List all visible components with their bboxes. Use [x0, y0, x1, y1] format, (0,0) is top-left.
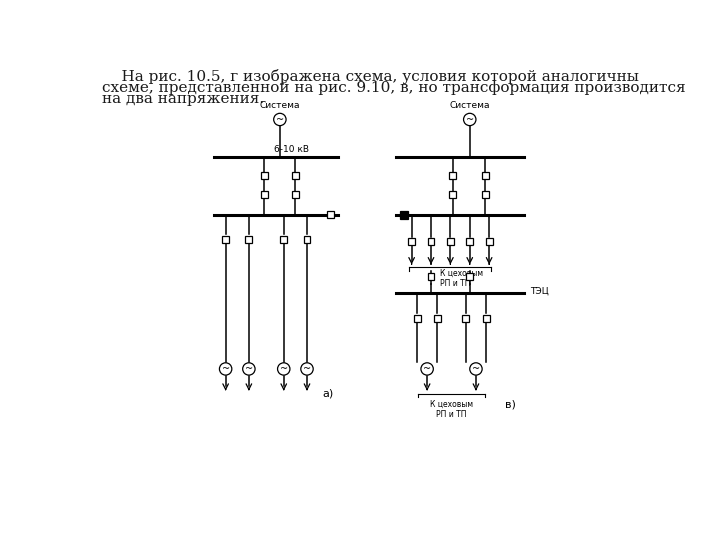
- Bar: [261, 172, 268, 179]
- Bar: [428, 239, 434, 245]
- Text: Система: Система: [449, 101, 490, 110]
- Text: Система: Система: [260, 101, 300, 110]
- Bar: [304, 236, 310, 243]
- Bar: [428, 273, 434, 280]
- Text: а): а): [323, 388, 334, 398]
- Bar: [485, 239, 492, 245]
- Bar: [246, 236, 253, 243]
- Bar: [413, 315, 420, 322]
- Bar: [482, 172, 489, 179]
- Text: ~: ~: [423, 364, 431, 374]
- Bar: [449, 191, 456, 198]
- Text: ~: ~: [222, 364, 230, 374]
- Bar: [433, 315, 441, 322]
- Bar: [292, 191, 299, 198]
- Text: ТЭЦ: ТЭЦ: [530, 287, 549, 296]
- Circle shape: [301, 363, 313, 375]
- Text: ~: ~: [276, 114, 284, 125]
- Text: 6-10 кВ: 6-10 кВ: [274, 145, 309, 154]
- Circle shape: [243, 363, 255, 375]
- Bar: [467, 239, 473, 245]
- Circle shape: [220, 363, 232, 375]
- Bar: [449, 172, 456, 179]
- Bar: [408, 239, 415, 245]
- Bar: [482, 315, 490, 322]
- Text: ~: ~: [245, 364, 253, 374]
- Circle shape: [469, 363, 482, 375]
- Text: К цеховым
РП и ТП: К цеховым РП и ТП: [430, 400, 473, 419]
- Bar: [327, 212, 334, 218]
- Text: ~: ~: [472, 364, 480, 374]
- Text: К цеховым
РП и ТП: К цеховым РП и ТП: [441, 268, 483, 288]
- Bar: [447, 239, 454, 245]
- Bar: [482, 191, 489, 198]
- Text: ~: ~: [279, 364, 288, 374]
- Text: на два напряжения.: на два напряжения.: [102, 92, 264, 106]
- Bar: [222, 236, 229, 243]
- Bar: [280, 236, 287, 243]
- Circle shape: [277, 363, 290, 375]
- Text: ~: ~: [303, 364, 311, 374]
- Bar: [292, 172, 299, 179]
- Circle shape: [274, 113, 286, 126]
- Bar: [467, 273, 473, 280]
- Bar: [400, 211, 408, 219]
- Circle shape: [421, 363, 433, 375]
- Circle shape: [464, 113, 476, 126]
- Text: в): в): [505, 400, 516, 410]
- Text: На рис. 10.5, г изображена схема, условия которой аналогичны: На рис. 10.5, г изображена схема, услови…: [102, 69, 639, 84]
- Bar: [261, 191, 268, 198]
- Text: схеме, представленной на рис. 9.10, в, но трансформация производится: схеме, представленной на рис. 9.10, в, н…: [102, 80, 685, 95]
- Bar: [462, 315, 469, 322]
- Text: ~: ~: [466, 114, 474, 125]
